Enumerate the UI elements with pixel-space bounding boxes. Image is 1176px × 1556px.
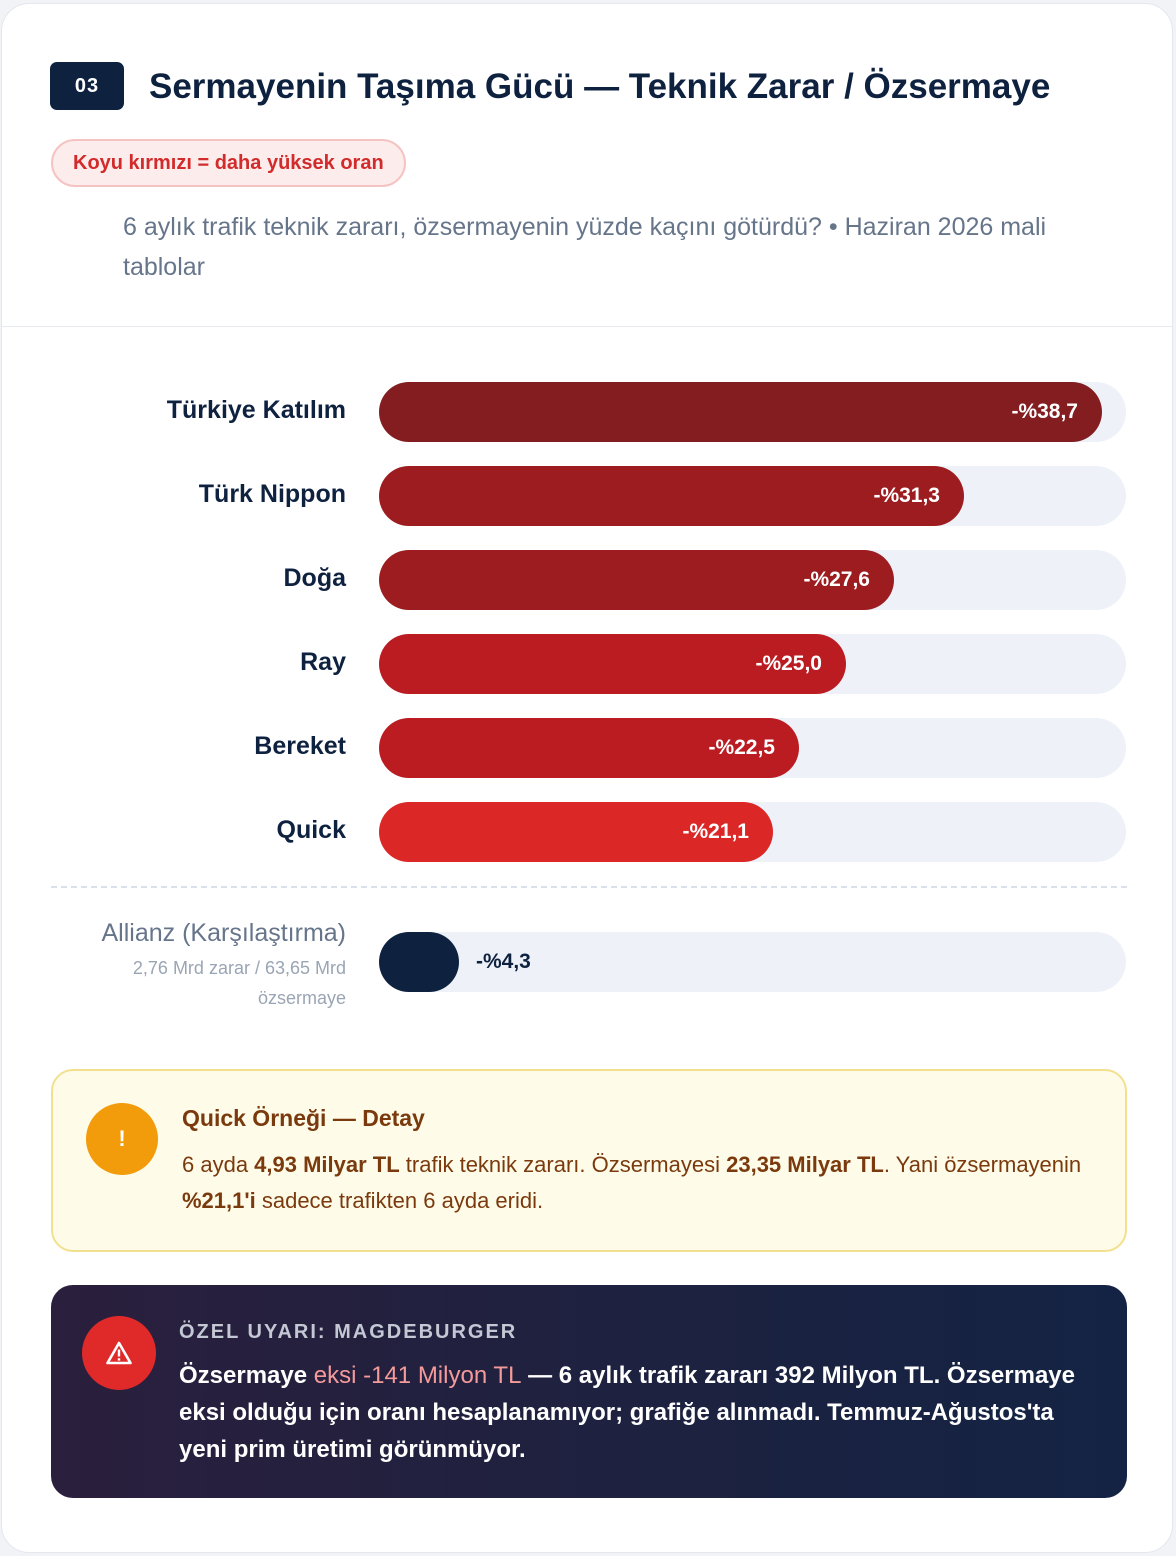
comparison-name: Allianz (Karşılaştırma) [101, 919, 347, 947]
bar: -%27,6 [379, 550, 894, 610]
page-title: Sermayenin Taşıma Gücü — Teknik Zarar / … [149, 67, 1051, 106]
bar-track: -%21,1 [379, 802, 1126, 862]
color-legend-pill: Koyu kırmızı = daha yüksek oran [51, 139, 406, 187]
bar-category-label: Doğa [283, 564, 347, 592]
warning-text: Özsermaye eksi -141 Milyon TL — 6 aylık … [179, 1357, 1099, 1468]
comparison-bar [379, 932, 459, 992]
bar-value-label: -%38,7 [1011, 400, 1078, 423]
bar-value-label: -%22,5 [708, 736, 775, 759]
note-text-part: trafik teknik zararı. Özsermayesi [399, 1152, 727, 1177]
bar-category-label: Ray [300, 648, 346, 676]
bar-track: -%22,5 [379, 718, 1126, 778]
bar-track: -%25,0 [379, 634, 1126, 694]
chart-subtitle: 6 aylık trafik teknik zararı, özsermayen… [123, 213, 1047, 281]
bar-value-label: -%27,6 [803, 568, 870, 591]
bar: -%22,5 [379, 718, 799, 778]
warning-triangle-icon [82, 1316, 156, 1390]
warning-text-part: — 6 aylık trafik zararı 392 Milyon TL. Ö… [179, 1362, 1076, 1463]
bar-value-label: -%21,1 [682, 820, 749, 843]
note-ratio-value: %21,1'i [182, 1188, 256, 1213]
note-equity-value: 23,35 Milyar TL [726, 1152, 884, 1177]
comparison-divider [51, 886, 1127, 888]
bar: -%25,0 [379, 634, 846, 694]
comparison-sublabel: 2,76 Mrd zarar / 63,65 Mrd özsermaye [132, 958, 346, 1008]
comparison-bar-track: -%4,3 [379, 932, 1126, 992]
bar-category-label: Quick [276, 816, 346, 844]
section-number-badge: 03 [50, 62, 124, 110]
comparison-label: Allianz (Karşılaştırma) 2,76 Mrd zarar /… [42, 917, 347, 1013]
bar: -%21,1 [379, 802, 773, 862]
warning-text-part: Özsermaye [179, 1362, 314, 1389]
exclamation-icon: ! [86, 1103, 158, 1175]
detail-note: ! Quick Örneği — Detay 6 ayda 4,93 Milya… [51, 1069, 1127, 1252]
comparison-value-label: -%4,3 [476, 950, 531, 973]
note-text-part: 6 ayda [182, 1152, 255, 1177]
bar-value-label: -%31,3 [873, 484, 940, 507]
note-text: 6 ayda 4,93 Milyar TL trafik teknik zara… [182, 1147, 1082, 1219]
bar: -%38,7 [379, 382, 1102, 442]
warning-kicker: ÖZEL UYARI: MAGDEBURGER [179, 1321, 518, 1343]
bar-category-label: Bereket [254, 732, 346, 760]
bar-category-label: Türkiye Katılım [166, 396, 346, 424]
note-title: Quick Örneği — Detay [182, 1105, 425, 1131]
note-text-part: . Yani özsermayenin [883, 1152, 1082, 1177]
special-warning: ÖZEL UYARI: MAGDEBURGER Özsermaye eksi -… [51, 1285, 1127, 1498]
bar-category-label: Türk Nippon [198, 480, 346, 508]
note-loss-value: 4,93 Milyar TL [254, 1152, 400, 1177]
bar-value-label: -%25,0 [755, 652, 822, 675]
warning-highlight: eksi -141 Milyon TL [313, 1362, 522, 1389]
bar-track: -%27,6 [379, 550, 1126, 610]
note-text-part: sadece trafikten 6 ayda eridi. [255, 1188, 544, 1213]
chart-card: 03 Sermayenin Taşıma Gücü — Teknik Zarar… [1, 3, 1173, 1553]
bar-track: -%31,3 [379, 466, 1126, 526]
bar-track: -%38,7 [379, 382, 1126, 442]
card-header: 03 Sermayenin Taşıma Gücü — Teknik Zarar… [2, 4, 1172, 327]
bar: -%31,3 [379, 466, 964, 526]
